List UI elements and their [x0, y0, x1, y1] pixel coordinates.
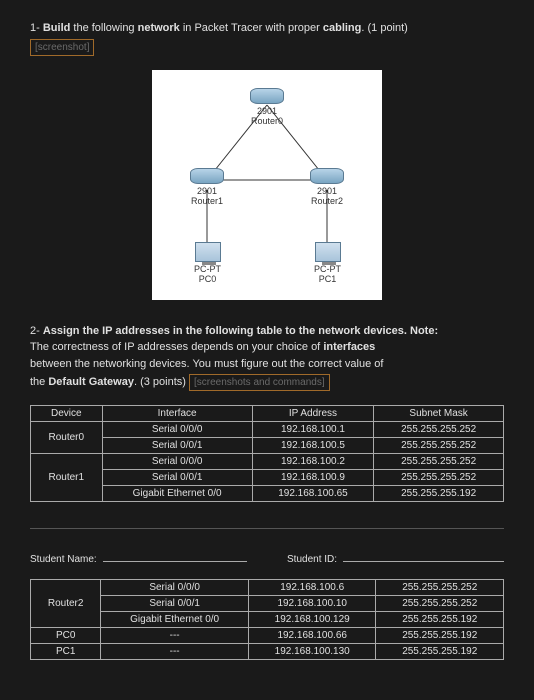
table-row: Gigabit Ethernet 0/0 192.168.100.129 255…: [31, 612, 504, 628]
pc0-node: PC-PT PC0: [194, 242, 221, 284]
student-info: Student Name: Student ID:: [30, 551, 504, 565]
q1-text: Build the following network in Packet Tr…: [43, 22, 408, 34]
ip-table-1: Device Interface IP Address Subnet Mask …: [30, 405, 504, 502]
q1-num: 1-: [30, 22, 40, 34]
table-row: PC0 --- 192.168.100.66 255.255.255.192: [31, 628, 504, 644]
router-icon: [250, 88, 284, 104]
ip-table-2: Router2 Serial 0/0/0 192.168.100.6 255.2…: [30, 579, 504, 660]
router-icon: [310, 168, 344, 184]
router1-node: 2901 Router1: [190, 168, 224, 206]
question-2: 2- Assign the IP addresses in the follow…: [30, 323, 504, 392]
question-1: 1- Build the following network in Packet…: [30, 20, 504, 56]
table-row: Router1 Serial 0/0/0 192.168.100.2 255.2…: [31, 454, 504, 470]
table-row: Router2 Serial 0/0/0 192.168.100.6 255.2…: [31, 580, 504, 596]
name-underline: [103, 551, 247, 562]
table-row: Router0 Serial 0/0/0 192.168.100.1 255.2…: [31, 422, 504, 438]
pc-icon: [195, 242, 221, 262]
table-row: Serial 0/0/1 192.168.100.5 255.255.255.2…: [31, 438, 504, 454]
network-diagram: 2901 Router0 2901 Router1 2901 Router2 P…: [30, 70, 504, 303]
pc1-node: PC-PT PC1: [314, 242, 341, 284]
router2-node: 2901 Router2: [310, 168, 344, 206]
student-name-field: Student Name:: [30, 551, 247, 565]
table-row: Gigabit Ethernet 0/0 192.168.100.65 255.…: [31, 486, 504, 502]
router0-node: 2901 Router0: [250, 88, 284, 126]
table-row: Serial 0/0/1 192.168.100.10 255.255.255.…: [31, 596, 504, 612]
router-icon: [190, 168, 224, 184]
q2-num: 2-: [30, 325, 40, 337]
screenshot-commands-tag: [screenshots and commands]: [189, 374, 330, 391]
page-divider: [30, 528, 504, 529]
table-row: Serial 0/0/1 192.168.100.9 255.255.255.2…: [31, 470, 504, 486]
id-underline: [343, 551, 504, 562]
table-row: PC1 --- 192.168.100.130 255.255.255.192: [31, 644, 504, 660]
table-header-row: Device Interface IP Address Subnet Mask: [31, 406, 504, 422]
student-id-field: Student ID:: [287, 551, 504, 565]
screenshot-tag: [screenshot]: [30, 39, 94, 56]
pc-icon: [315, 242, 341, 262]
